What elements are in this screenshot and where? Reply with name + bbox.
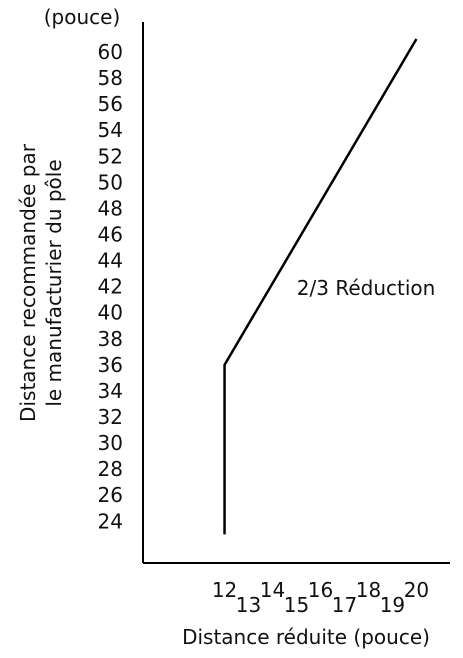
y-tick-label: 32 [98, 405, 123, 429]
x-tick-label: 17 [332, 593, 357, 617]
y-tick-label: 42 [98, 275, 123, 299]
y-tick-label: 26 [98, 483, 123, 507]
y-tick-label: 52 [98, 144, 123, 168]
x-tick-label: 20 [404, 578, 429, 602]
y-tick-label: 54 [98, 118, 123, 142]
x-tick-label: 18 [356, 578, 381, 602]
y-axis-title-line-2: le manufacturier du pôle [42, 159, 66, 406]
series-line [223, 38, 418, 535]
x-tick-label: 19 [380, 593, 405, 617]
y-tick-label: 36 [98, 353, 123, 377]
y-tick-label: 50 [98, 170, 123, 194]
y-tick-label: 34 [98, 379, 123, 403]
y-tick-label: 60 [98, 40, 123, 64]
y-tick-label: 46 [98, 222, 123, 246]
series-layer [223, 38, 418, 535]
x-tick-label: 15 [284, 593, 309, 617]
x-axis-title: Distance réduite (pouce) [182, 625, 430, 649]
y-tick-label: 28 [98, 457, 123, 481]
x-tick-label: 12 [212, 578, 237, 602]
y-tick-label: 40 [98, 301, 123, 325]
y-tick-label: 48 [98, 196, 123, 220]
y-tick-label: 38 [98, 327, 123, 351]
y-tick-label: 44 [98, 249, 123, 273]
series-annotation: 2/3 Réduction [297, 276, 436, 300]
x-tick-label: 14 [260, 578, 285, 602]
y-tick-label: 30 [98, 431, 123, 455]
y-tick-label: 58 [98, 66, 123, 90]
y-axis-title-line-1: Distance recommandée par [16, 143, 40, 422]
y-tick-label: 56 [98, 92, 123, 116]
x-tick-labels: 12 14 16 18 20 13 15 17 19 [212, 578, 429, 617]
x-tick-label: 13 [236, 593, 261, 617]
x-tick-label: 16 [308, 578, 333, 602]
annotations-layer: 2/3 Réduction [297, 276, 436, 300]
y-tick-label: 24 [98, 509, 123, 533]
y-unit-label: (pouce) [44, 5, 121, 29]
